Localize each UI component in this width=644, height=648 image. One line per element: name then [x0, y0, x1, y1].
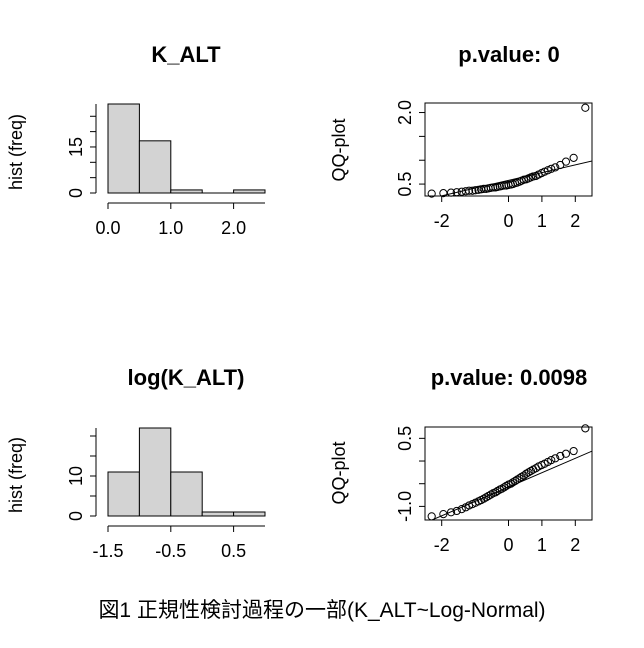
histogram-bar	[138, 427, 172, 517]
y-tick-label: 2.0	[395, 100, 415, 125]
histogram-bar	[138, 140, 172, 194]
chart-title: p.value: 0.0098	[431, 365, 588, 390]
histogram-bar	[170, 189, 203, 194]
qq-point	[439, 510, 448, 519]
histogram-bar	[170, 471, 203, 517]
y-tick-label: 0.5	[395, 426, 415, 451]
qq-point	[556, 451, 565, 461]
qq-point	[471, 186, 480, 195]
qq-point	[468, 186, 477, 195]
qq-point	[547, 456, 556, 465]
qq-plot-k-alt-panel: p.value: 0 QQ-plot -2 0 1 2 0.5 2.0	[329, 42, 593, 231]
qq-point	[524, 468, 533, 477]
x-tick-label: 0	[503, 211, 513, 231]
y-tick-label: 10	[66, 466, 86, 486]
histogram-bar	[107, 103, 140, 194]
qq-point	[457, 505, 466, 514]
qq-point	[511, 476, 520, 486]
qq-point	[561, 449, 571, 458]
qq-point	[522, 469, 531, 478]
qq-point	[581, 103, 590, 112]
qq-point	[439, 189, 448, 198]
qq-plot-log-k-alt-panel: p.value: 0.0098 QQ-plot -2 0 1 2 -1.0 0.5	[329, 365, 593, 555]
qq-point	[526, 466, 535, 476]
histogram-bar	[201, 511, 235, 517]
qq-point	[551, 163, 560, 172]
qq-point	[500, 483, 509, 492]
qq-point	[551, 454, 560, 463]
y-tick-label: -1.0	[395, 491, 415, 522]
x-tick-label: 1.0	[158, 218, 183, 238]
plot-frame	[424, 426, 593, 521]
qq-point	[569, 446, 578, 456]
qq-point	[569, 153, 578, 162]
qq-point	[515, 474, 524, 483]
qq-point	[484, 491, 493, 501]
qq-point	[581, 424, 590, 433]
histogram-bar	[233, 511, 266, 517]
histogram-k-alt-panel: K_ALT hist (freq) 0.0 1.0 2.0 0 15	[6, 42, 266, 238]
histogram-log-k-alt-panel: log(K_ALT) hist (freq) -1.5 -0.5 0.5 0 10	[6, 365, 266, 561]
chart-title: p.value: 0	[458, 42, 559, 67]
qq-point	[446, 188, 456, 197]
y-tick-label: 0	[66, 511, 86, 521]
chart-title: log(K_ALT)	[128, 365, 245, 390]
x-tick-label: 1	[537, 211, 547, 231]
x-tick-label: 2.0	[221, 218, 246, 238]
qq-point	[508, 478, 517, 487]
histogram-bar	[107, 471, 140, 517]
y-axis-label: QQ-plot	[329, 118, 349, 181]
qq-point	[491, 488, 500, 497]
x-tick-label: -1.5	[92, 541, 123, 561]
reference-line	[438, 160, 592, 196]
y-tick-label: 15	[66, 137, 86, 157]
qq-point	[561, 157, 571, 166]
qq-point	[506, 479, 515, 488]
qq-point	[464, 186, 474, 195]
y-axis-label: hist (freq)	[6, 114, 26, 190]
x-tick-label: -2	[434, 535, 450, 555]
y-axis-label: QQ-plot	[329, 441, 349, 504]
qq-point	[479, 494, 488, 503]
x-tick-label: 2	[570, 535, 580, 555]
qq-point	[452, 506, 461, 516]
chart-title: K_ALT	[151, 42, 221, 67]
x-tick-label: -2	[434, 211, 450, 231]
qq-point	[427, 189, 436, 198]
x-tick-label: 2	[570, 211, 580, 231]
x-tick-label: 0	[503, 535, 513, 555]
qq-point	[493, 486, 502, 496]
qq-point	[513, 475, 522, 484]
qq-point	[427, 512, 436, 521]
x-tick-label: 0.0	[95, 218, 120, 238]
y-tick-label: 0.5	[395, 172, 415, 197]
figure-caption: 図1 正規性検討過程の一部(K_ALT~Log-Normal)	[98, 599, 545, 622]
qq-point	[486, 490, 495, 499]
x-tick-label: 1	[537, 535, 547, 555]
histogram-bar	[233, 189, 266, 194]
x-tick-label: -0.5	[155, 541, 186, 561]
y-tick-label: 0	[66, 188, 86, 198]
qq-point	[482, 493, 491, 502]
qq-point	[452, 188, 461, 197]
qq-point	[446, 508, 456, 517]
x-tick-label: 0.5	[221, 541, 246, 561]
qq-point	[547, 164, 556, 173]
y-axis-label: hist (freq)	[6, 437, 26, 513]
qq-point	[474, 185, 483, 194]
qq-point	[502, 481, 511, 491]
qq-point	[497, 484, 506, 493]
qq-point	[529, 172, 538, 181]
